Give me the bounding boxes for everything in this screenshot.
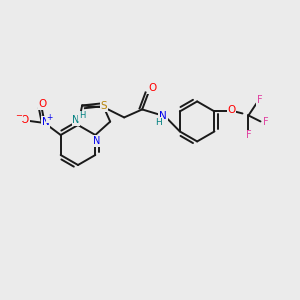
Text: O: O — [21, 115, 29, 125]
Text: F: F — [257, 95, 262, 105]
Text: S: S — [101, 101, 107, 111]
Text: O: O — [39, 99, 47, 109]
Text: −: − — [15, 112, 22, 121]
Text: N: N — [93, 136, 100, 146]
Text: H: H — [155, 118, 161, 127]
Text: +: + — [46, 113, 53, 122]
Text: H: H — [79, 112, 85, 121]
Text: F: F — [246, 130, 251, 140]
Text: N: N — [72, 115, 80, 125]
Text: N: N — [42, 117, 50, 127]
Text: O: O — [148, 83, 156, 93]
Text: O: O — [227, 105, 236, 116]
Text: F: F — [263, 117, 268, 128]
Text: N: N — [159, 111, 167, 122]
